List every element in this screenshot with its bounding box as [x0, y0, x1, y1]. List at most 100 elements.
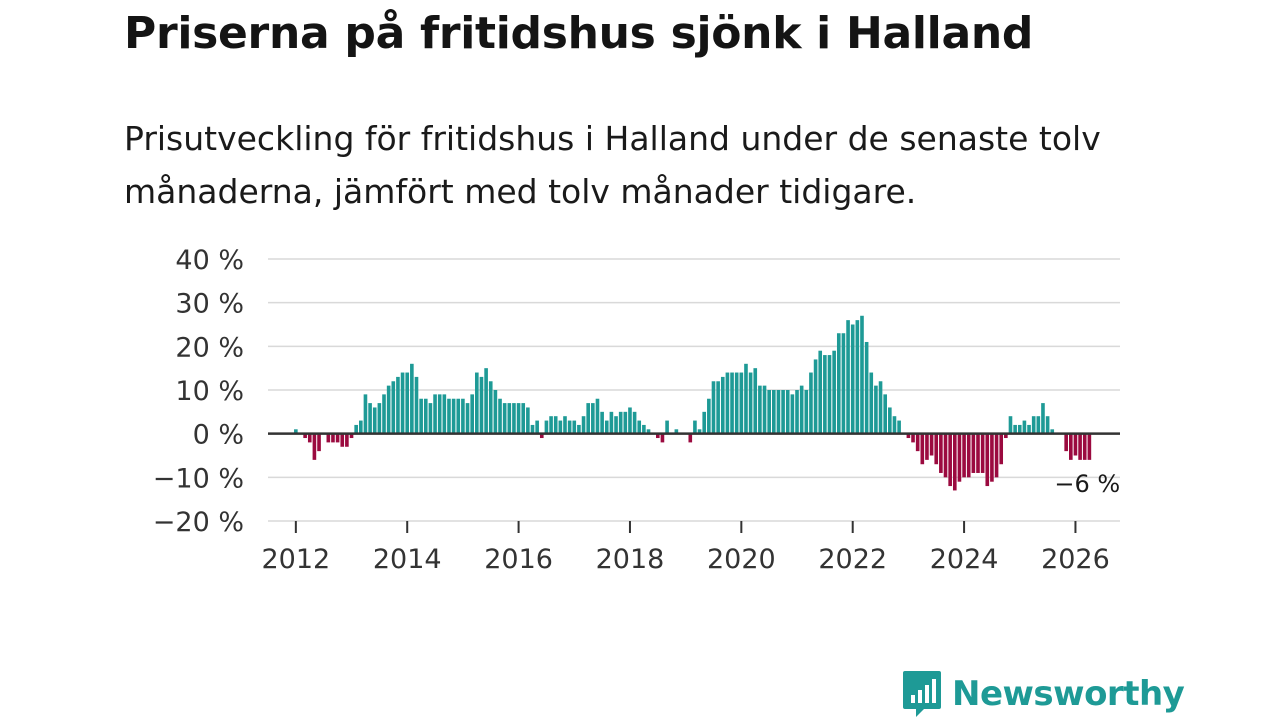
bar-positive	[767, 390, 771, 434]
x-tick-label: 2024	[930, 544, 999, 575]
bar-positive	[470, 394, 474, 434]
bar-positive	[790, 394, 795, 434]
bar-negative	[303, 433, 307, 439]
bar-positive	[530, 424, 535, 434]
bar-positive	[702, 411, 707, 434]
bar-positive	[693, 420, 697, 434]
y-tick-label: 30 %	[175, 289, 244, 320]
bar-positive	[437, 394, 442, 434]
bar-positive	[637, 420, 642, 434]
bar-negative	[349, 433, 354, 439]
bar-positive	[521, 403, 526, 434]
bar-positive	[595, 398, 600, 434]
bar-positive	[748, 372, 753, 434]
bar-positive	[294, 429, 298, 434]
bar-positive	[410, 363, 414, 434]
bar-positive	[855, 320, 860, 434]
bar-negative	[920, 433, 925, 465]
bar-negative	[990, 433, 994, 482]
bar-positive	[864, 341, 869, 434]
bar-positive	[591, 403, 595, 434]
bar-positive	[841, 333, 846, 434]
bar-positive	[711, 381, 716, 434]
bar-positive	[456, 398, 461, 434]
bar-positive	[507, 403, 512, 434]
bar-positive	[1050, 429, 1055, 434]
bar-negative	[331, 433, 335, 443]
bar-positive	[869, 372, 874, 434]
x-tick-label: 2020	[707, 544, 776, 575]
brand-logo: Newsworthy	[902, 668, 1185, 720]
bar-positive	[368, 403, 372, 434]
bar-negative	[943, 433, 948, 478]
bar-positive	[832, 350, 836, 434]
bar-positive	[744, 363, 748, 434]
bar-positive	[609, 411, 614, 434]
chart-subtitle: Prisutveckling för fritidshus i Halland …	[124, 119, 1101, 211]
bar-negative	[962, 433, 966, 478]
bar-negative	[1069, 433, 1073, 460]
bar-positive	[1013, 424, 1017, 434]
bar-positive	[883, 394, 887, 434]
bar-positive	[419, 398, 423, 434]
bar-positive	[850, 324, 855, 434]
bar-positive	[795, 390, 799, 434]
bar-positive	[674, 429, 679, 434]
bar-negative	[957, 433, 962, 482]
bar-negative	[925, 433, 929, 460]
bar-positive	[567, 420, 572, 434]
bar-positive	[461, 398, 465, 434]
bar-positive	[493, 390, 498, 434]
bar-positive	[628, 407, 632, 434]
bar-negative	[911, 433, 915, 443]
bar-positive	[354, 424, 358, 434]
bar-negative	[934, 433, 939, 465]
bar-chart: 40 % 30 % 20 % 10 % 0 % −10 % −20 % 2012 2014 201…	[153, 245, 1120, 575]
bar-positive	[391, 381, 396, 434]
bar-positive	[623, 411, 628, 434]
bar-negative	[966, 433, 971, 478]
bar-positive	[823, 355, 827, 434]
bar-negative	[688, 433, 693, 443]
bar-positive	[502, 403, 507, 434]
bar-positive	[1017, 424, 1022, 434]
bar-positive	[614, 416, 618, 434]
bar-positive	[475, 372, 479, 434]
bar-negative	[326, 433, 331, 443]
bar-negative	[655, 433, 660, 439]
bar-positive	[809, 372, 813, 434]
bar-positive	[558, 420, 563, 434]
bar-positive	[804, 390, 809, 434]
bar-positive	[716, 381, 720, 434]
bar-negative	[976, 433, 980, 473]
bar-positive	[720, 376, 725, 434]
bar-negative	[929, 433, 934, 456]
bar-negative	[660, 433, 665, 443]
bar-negative	[340, 433, 345, 447]
bar-negative	[939, 433, 943, 473]
bar-positive	[734, 372, 739, 434]
chart-title: Priserna på fritidshus sjönk i Halland	[124, 8, 1034, 59]
x-tick-label: 2012	[261, 544, 330, 575]
bar-positive	[1031, 416, 1036, 434]
bar-positive	[479, 376, 484, 434]
bar-positive	[526, 407, 530, 434]
bar-positive	[772, 390, 776, 434]
bar-positive	[465, 403, 470, 434]
brand-name: Newsworthy	[952, 674, 1185, 714]
bar-positive	[753, 368, 758, 434]
bar-positive	[836, 333, 841, 434]
bar-positive	[563, 416, 567, 434]
bar-positive	[1045, 416, 1050, 434]
bar-negative	[1004, 433, 1008, 439]
y-tick-label: −10 %	[153, 463, 244, 494]
bar-negative	[307, 433, 312, 443]
bar-positive	[386, 385, 391, 434]
bar-positive	[447, 398, 451, 434]
bar-positive	[359, 420, 363, 434]
y-tick-label: −20 %	[153, 507, 244, 538]
bar-positive	[544, 420, 549, 434]
bar-positive	[414, 376, 419, 434]
bar-negative	[1064, 433, 1068, 452]
bar-positive	[423, 398, 428, 434]
